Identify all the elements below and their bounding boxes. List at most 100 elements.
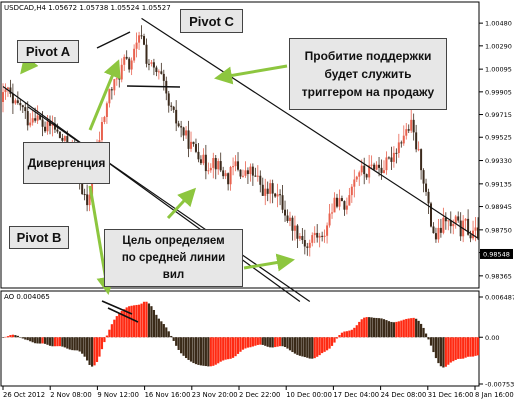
ao-bar	[43, 337, 47, 344]
candle-body	[214, 158, 217, 170]
ao-bar	[424, 333, 428, 338]
candle-body	[4, 89, 7, 93]
ao-bar	[348, 330, 351, 338]
ao-bar	[39, 337, 42, 344]
ao-bar	[471, 337, 475, 357]
arrow-divergence-price	[88, 59, 121, 131]
ao-bar	[98, 337, 101, 357]
ao-bar	[184, 337, 188, 359]
pivot-a-text: Pivot A	[25, 44, 71, 59]
candle-body	[449, 220, 452, 227]
candle-body	[331, 212, 334, 214]
candle-body	[375, 164, 378, 170]
ao-histogram	[1, 301, 480, 368]
candle-body	[81, 181, 84, 195]
pivot-c-level-right	[126, 85, 181, 88]
ao-bar	[26, 337, 29, 341]
candle-body	[407, 129, 410, 131]
time-tick-label: 10 Dec 00:00	[286, 391, 332, 399]
ao-bar	[118, 313, 121, 338]
candle-body	[415, 132, 418, 150]
candle-body	[177, 123, 180, 127]
candle-body	[358, 172, 361, 177]
candle-body	[232, 166, 235, 168]
ao-bar	[251, 337, 254, 347]
candle-body	[437, 227, 440, 240]
candle-body	[457, 216, 460, 221]
candle-body	[14, 100, 17, 104]
ao-bar	[202, 337, 205, 366]
ao-bar	[165, 327, 168, 338]
candle-body	[31, 118, 34, 123]
ao-bar	[78, 337, 81, 352]
candle-body	[373, 164, 376, 170]
ao-bar	[150, 306, 153, 338]
ao-bar	[439, 337, 442, 367]
candle-body	[160, 71, 163, 74]
ao-bar	[316, 337, 319, 357]
candle-body	[345, 205, 348, 210]
candles	[2, 25, 479, 257]
candle-body	[420, 149, 423, 171]
ao-bar	[46, 337, 49, 345]
candle-body	[442, 217, 445, 233]
ao-bar	[11, 334, 14, 338]
ao-bar	[88, 337, 91, 365]
candle-body	[187, 130, 190, 149]
ao-bar	[167, 331, 170, 338]
candle-body	[143, 36, 146, 45]
ao-bar	[412, 317, 415, 338]
pivot-b-label: Pivot B	[9, 226, 69, 249]
ao-bar	[68, 337, 71, 350]
ao-bar	[333, 337, 336, 343]
candle-body	[335, 197, 338, 207]
ao-bar	[444, 337, 447, 367]
candle-body	[209, 167, 212, 171]
candle-body	[224, 173, 227, 177]
price-axis: 1.00480 1.00290 1.00095 0.99905 0.99715 0.995…	[479, 20, 513, 280]
ao-bar	[318, 337, 321, 356]
ao-bar	[234, 337, 237, 357]
candle-body	[254, 175, 257, 177]
target-line-3: вил	[162, 268, 185, 281]
ao-bar	[227, 337, 230, 360]
ao-bar	[311, 337, 314, 359]
candle-body	[402, 135, 405, 144]
time-tick-label: 24 Dec 08:00	[381, 391, 427, 399]
candle-body	[244, 170, 247, 176]
candle-body	[326, 225, 329, 236]
candle-body	[439, 227, 442, 233]
candle-body	[103, 117, 106, 122]
candle-body	[434, 233, 437, 240]
ao-bar	[16, 335, 19, 338]
candle-body	[21, 105, 24, 108]
candle-body	[36, 115, 39, 121]
arrow-pivot-a	[20, 54, 39, 75]
candle-body	[26, 111, 29, 126]
candle-body	[477, 227, 479, 239]
candle-body	[46, 121, 49, 132]
ao-bar	[56, 337, 59, 347]
candle-body	[264, 188, 267, 196]
candle-body	[130, 60, 133, 70]
candle-body	[259, 175, 262, 185]
time-axis: 26 Oct 2012 2 Nov 08:00 9 Nov 12:00 16 Nov …	[2, 386, 514, 399]
ao-bar	[34, 337, 37, 344]
candle-body	[271, 183, 274, 194]
ao-bar	[231, 337, 235, 358]
candle-body	[83, 194, 86, 196]
ao-bar	[303, 337, 306, 358]
ao-bar	[385, 320, 388, 338]
pivot-c-label: Pivot C	[180, 9, 243, 33]
candle-body	[63, 136, 66, 141]
candle-body	[459, 220, 462, 237]
ao-bar	[95, 337, 99, 362]
ao-divergence-line-a	[101, 300, 133, 315]
ao-bar	[241, 337, 245, 350]
ao-bar	[19, 336, 22, 338]
ao-bar	[390, 321, 393, 338]
current-price-marker	[480, 248, 513, 259]
candle-body	[378, 164, 381, 168]
candle-body	[24, 107, 27, 112]
ao-bar	[209, 337, 212, 367]
